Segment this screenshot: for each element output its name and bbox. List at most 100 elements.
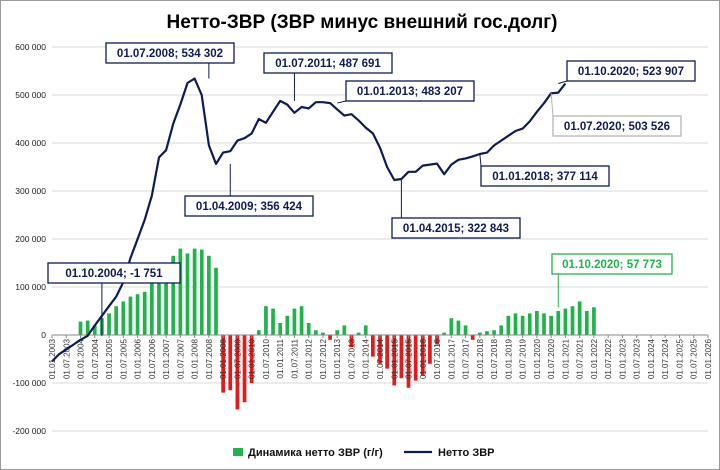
x-tick-label: 01.07.2012 — [319, 338, 328, 379]
x-tick-label: 01.07.2014 — [376, 338, 385, 379]
bar — [149, 282, 154, 335]
x-tick-label: 01.01.2009 — [219, 338, 228, 379]
x-tick-label: 01.07.2006 — [148, 338, 157, 379]
bar — [349, 335, 354, 347]
y-tick-label: 300 000 — [15, 186, 46, 196]
bar — [228, 335, 233, 391]
y-tick-label: 500 000 — [15, 90, 46, 100]
callout-leader — [337, 100, 347, 104]
bar — [157, 272, 161, 335]
x-tick-label: 01.01.2008 — [191, 338, 200, 379]
callout-box — [552, 115, 682, 137]
bar — [356, 332, 361, 335]
bar — [142, 291, 147, 335]
callouts: 01.07.2008; 534 302 01.07.2011; 487 691 01… — [47, 42, 696, 336]
callout-leader — [479, 153, 482, 167]
bar — [328, 335, 332, 340]
x-tick-label: 01.07.2003 — [62, 338, 71, 379]
bar — [121, 301, 126, 335]
callout-leader — [550, 93, 554, 117]
x-tick-label: 01.07.2025 — [690, 338, 699, 379]
x-tick-label: 01.01.2010 — [248, 338, 257, 379]
y-tick-label: 200 000 — [15, 234, 46, 244]
x-tick-label: 01.07.2004 — [91, 338, 100, 379]
bar — [256, 330, 261, 335]
bar — [520, 315, 525, 335]
bar — [392, 335, 397, 386]
x-tick-label: 01.07.2013 — [347, 338, 356, 379]
x-tick-label: 01.01.2022 — [590, 338, 599, 379]
bar — [107, 313, 111, 335]
bar — [470, 335, 475, 340]
bar — [435, 335, 439, 345]
callout-label: 01.07.2011; 487 691 — [275, 58, 381, 70]
legend-swatch-bars — [233, 448, 243, 456]
callout-box — [391, 217, 521, 239]
bar — [406, 335, 411, 388]
x-tick-label: 01.07.2022 — [604, 338, 613, 379]
bar — [85, 320, 90, 335]
y-tick-label: 600 000 — [15, 42, 46, 52]
bar — [306, 323, 311, 335]
x-tick-label: 01.01.2025 — [675, 338, 684, 379]
callout-label: 01.10.2020; 523 907 — [578, 66, 684, 78]
x-tick-label: 01.01.2023 — [618, 338, 627, 379]
callout-label: 01.01.2013; 483 207 — [357, 86, 463, 98]
x-tick-label: 01.01.2024 — [647, 338, 656, 379]
x-tick-label: 01.01.2015 — [390, 338, 399, 379]
bar — [214, 267, 218, 335]
bar — [178, 248, 183, 335]
bar — [285, 315, 290, 335]
bar — [92, 325, 97, 335]
bar — [463, 325, 468, 335]
bar — [542, 313, 546, 335]
x-tick-label: 01.07.2007 — [176, 338, 185, 379]
x-tick-label: 01.07.2005 — [119, 338, 128, 379]
bar — [577, 301, 582, 335]
x-tick-label: 01.07.2015 — [405, 338, 414, 379]
callout-label: 01.04.2009; 356 424 — [196, 201, 303, 213]
bar — [235, 335, 240, 410]
callout-leader — [558, 80, 568, 85]
x-tick-label: 01.07.2016 — [433, 338, 442, 379]
x-tick-label: 01.01.2011 — [276, 338, 285, 378]
bar — [385, 335, 389, 369]
callout-label: 01.10.2020; 57 773 — [562, 259, 662, 271]
x-tick-label: 01.01.2021 — [561, 338, 570, 379]
bar — [556, 311, 561, 335]
grid — [52, 46, 708, 432]
callout-label: 01.10.2004; -1 751 — [65, 268, 163, 280]
bar — [221, 335, 225, 393]
x-tick-label: 01.07.2009 — [233, 338, 242, 379]
bar — [292, 308, 297, 335]
x-tick-label: 01.01.2005 — [105, 338, 114, 379]
callout-box — [47, 262, 181, 284]
bar — [420, 335, 425, 376]
x-tick-label: 01.01.2013 — [333, 338, 342, 379]
bar — [549, 315, 553, 335]
bar — [249, 335, 254, 383]
bar — [185, 253, 190, 335]
bar — [192, 248, 197, 335]
bar — [592, 307, 596, 335]
bar — [171, 255, 176, 335]
bar — [299, 306, 304, 335]
x-tick-label: 01.07.2017 — [462, 338, 471, 379]
callout-box — [184, 195, 314, 217]
bar — [485, 331, 489, 335]
bar — [342, 325, 347, 335]
bar — [492, 330, 496, 335]
x-tick-label: 01.01.2004 — [77, 338, 86, 379]
legend-label-line: Нетто ЗВР — [438, 447, 495, 459]
x-tick-label: 01.07.2010 — [262, 338, 271, 379]
callout-box — [263, 52, 393, 74]
bar — [584, 311, 589, 335]
x-tick-label: 01.07.2011 — [290, 338, 299, 378]
bar — [242, 335, 247, 403]
bar — [477, 332, 482, 335]
bar — [135, 294, 140, 335]
x-tick-label: 01.07.2008 — [205, 338, 214, 379]
bar — [456, 320, 461, 335]
bar — [164, 263, 168, 335]
